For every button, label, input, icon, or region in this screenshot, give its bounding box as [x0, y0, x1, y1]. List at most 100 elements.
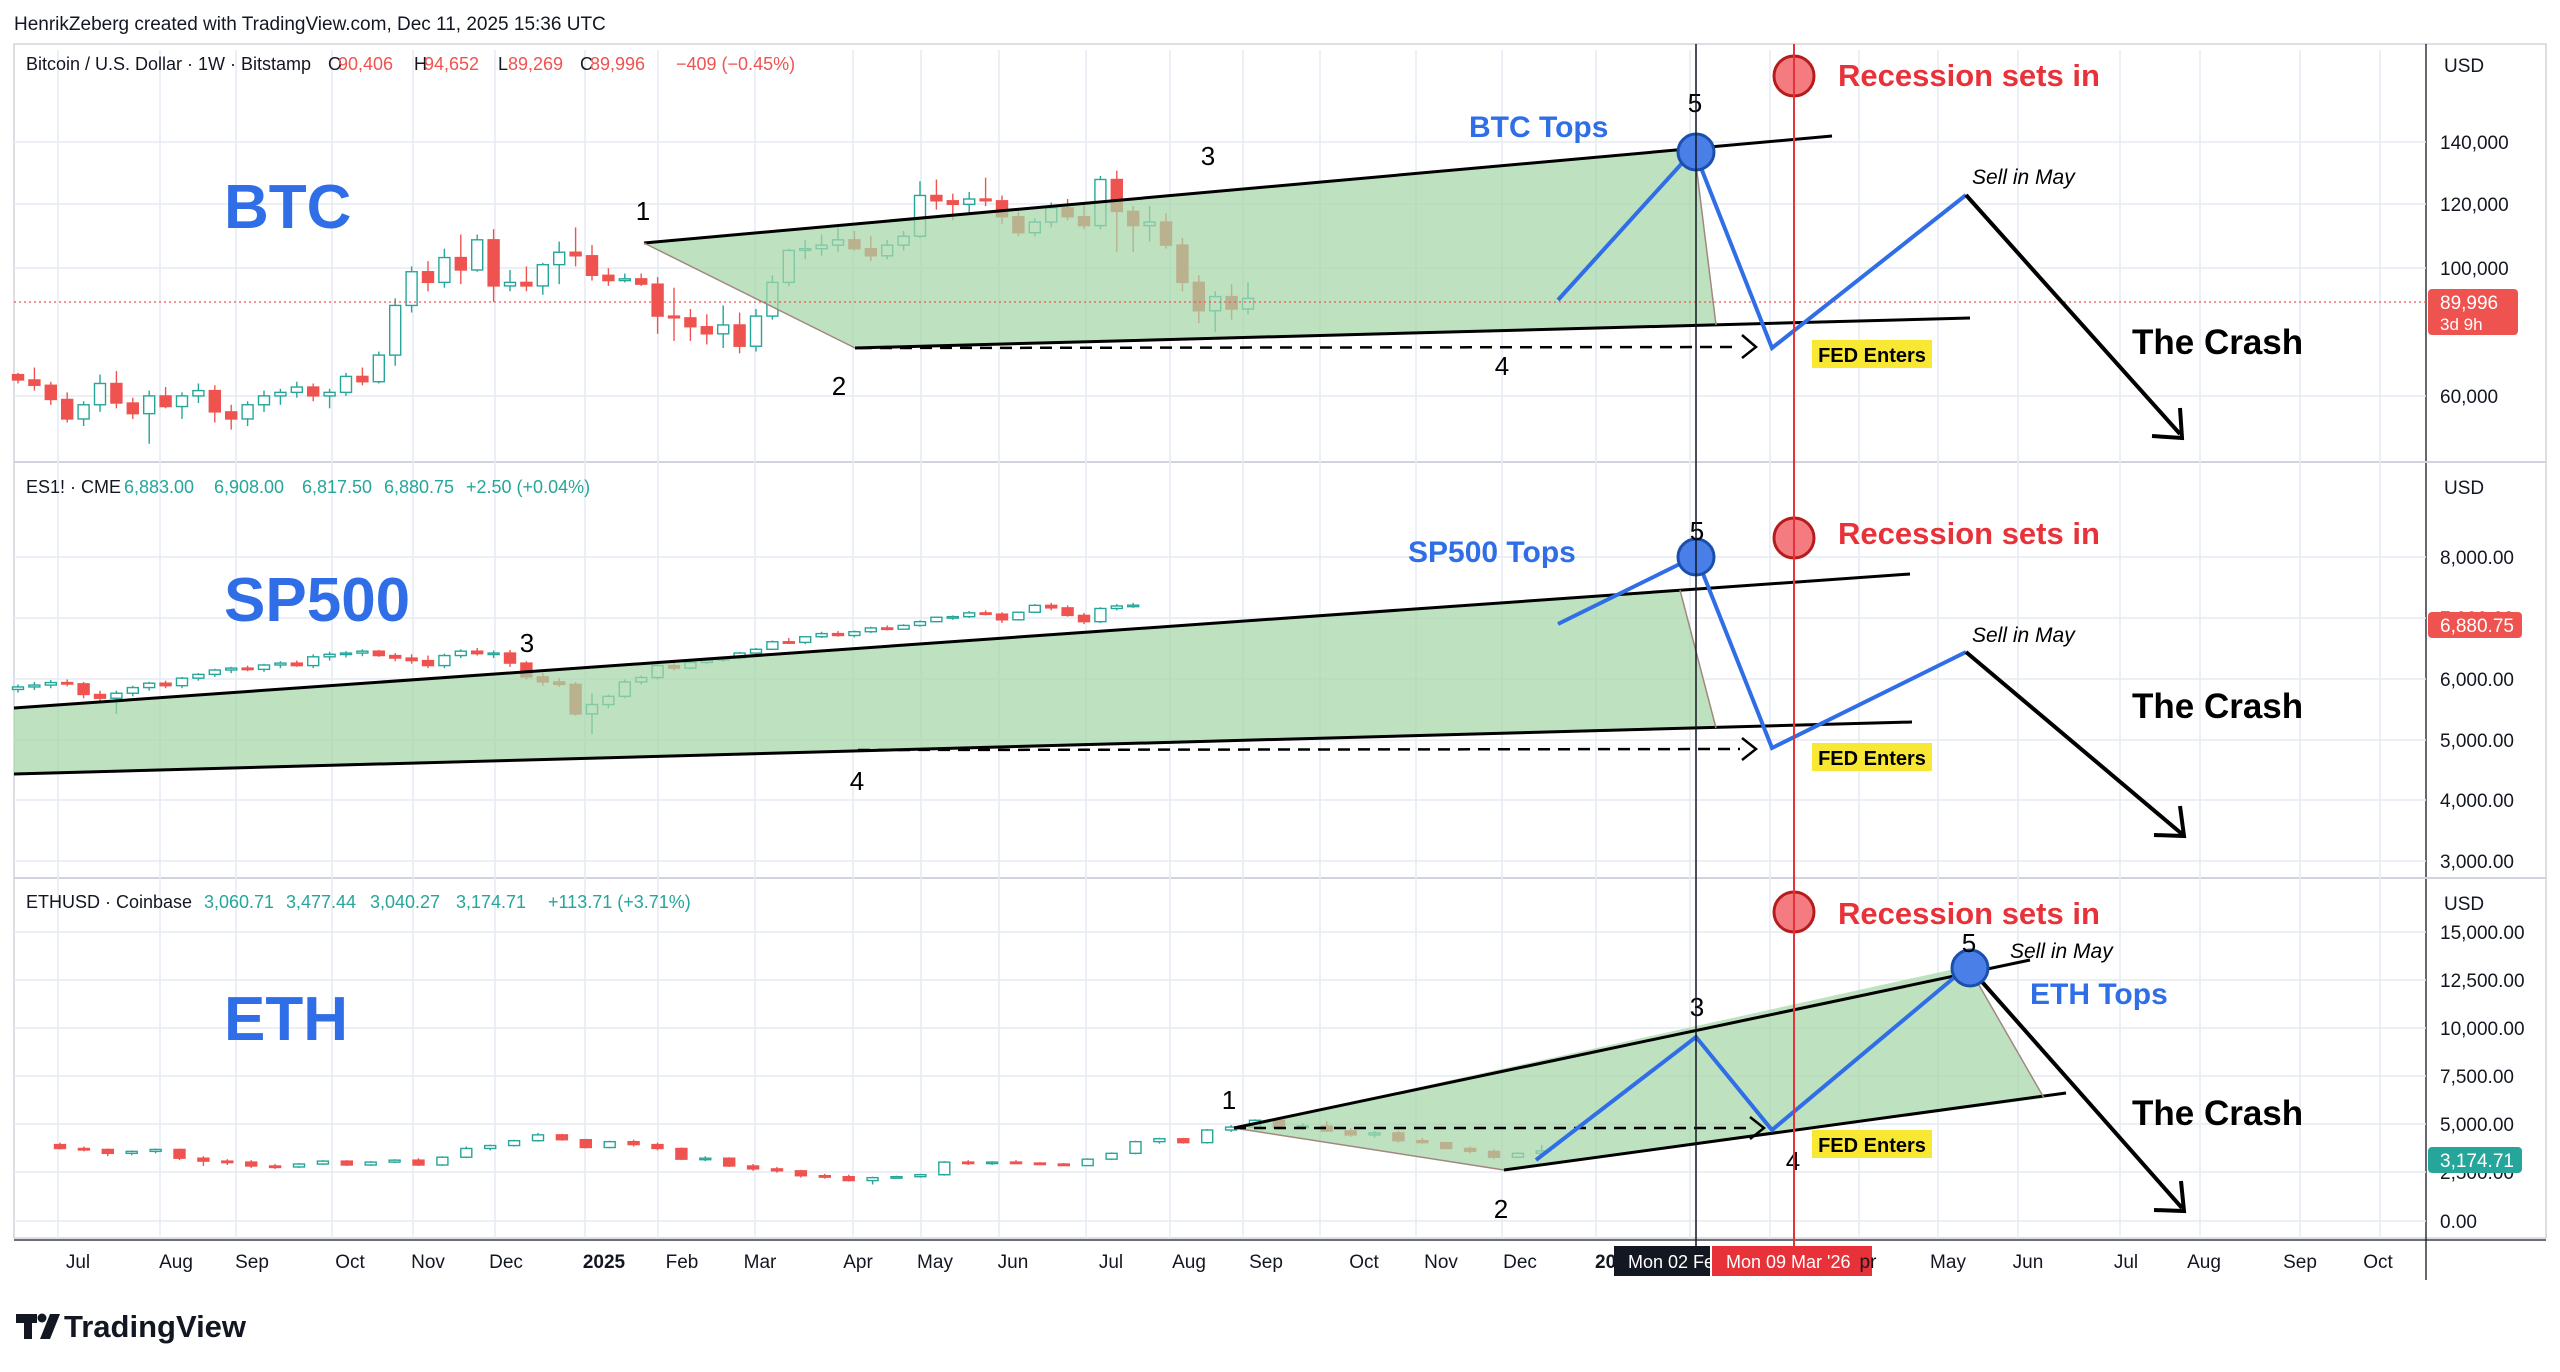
- candle: [766, 641, 779, 650]
- candle: [28, 684, 41, 688]
- price-tick: 6,000.00: [2440, 670, 2514, 691]
- candle: [372, 650, 385, 657]
- candle: [339, 375, 353, 394]
- time-tick: Dec: [1503, 1252, 1537, 1273]
- channel-left-edge: [643, 242, 856, 349]
- top-marker-circle: [1950, 948, 1990, 988]
- channel-top-line: [13, 572, 1911, 710]
- candle: [1044, 604, 1058, 609]
- price-tick: 12,500.00: [2440, 971, 2525, 992]
- wave-label: 3: [520, 628, 534, 658]
- time-tick: Oct: [335, 1252, 365, 1273]
- wave-label: 1: [636, 196, 650, 226]
- candle: [268, 1165, 282, 1169]
- channel-top-line: [643, 134, 1833, 245]
- candle: [651, 283, 664, 317]
- candle: [77, 404, 90, 420]
- candle: [192, 673, 205, 679]
- recession-label: Recession sets in: [1838, 896, 2100, 931]
- candle: [405, 657, 418, 662]
- candle: [421, 659, 435, 667]
- candle: [866, 1176, 879, 1182]
- candle: [675, 1147, 688, 1160]
- time-tick: Aug: [2187, 1252, 2221, 1273]
- channel-fill: [14, 590, 1716, 774]
- candle: [53, 1143, 67, 1150]
- fed-label: FED Enters: [1818, 1135, 1926, 1157]
- credit-text: HenrikZeberg created with TradingView.co…: [14, 14, 606, 35]
- candle: [618, 278, 631, 282]
- candle: [770, 1168, 784, 1172]
- symbol-title: Bitcoin / U.S. Dollar · 1W · Bitstamp: [26, 54, 311, 74]
- candle: [831, 632, 845, 637]
- candle: [438, 654, 451, 667]
- ohlc-value: 6,817.50: [302, 477, 372, 497]
- wave-label: 3: [1690, 992, 1704, 1022]
- candle: [412, 1159, 425, 1166]
- channel-bottom-line: [1503, 1091, 2067, 1172]
- ohlc-value: 94,652: [424, 54, 479, 74]
- candle: [274, 662, 287, 666]
- panel-btc[interactable]: BTC BTC Tops 1 2 3 4 5 Sell in May The Crash FED …: [11, 54, 2519, 444]
- tradingview-logo[interactable]: TradingView: [16, 1309, 247, 1344]
- candle: [224, 411, 238, 420]
- candle: [520, 281, 533, 287]
- panel-sp500[interactable]: SP500 SP500 Tops 3 4 5 Sell in May The Crash FE…: [11, 477, 2523, 873]
- candle: [372, 354, 385, 383]
- asset-big-label: SP500: [224, 566, 410, 635]
- candle: [290, 386, 303, 394]
- candle: [44, 384, 57, 401]
- candle: [930, 616, 943, 623]
- ohlc-value: 90,406: [338, 54, 393, 74]
- candle: [699, 1157, 712, 1161]
- candle: [579, 1139, 592, 1149]
- fed-label: FED Enters: [1818, 748, 1926, 770]
- wave-label: 2: [832, 371, 846, 401]
- price-tick: 5,000.00: [2440, 1115, 2514, 1136]
- candle: [11, 686, 25, 691]
- candle: [11, 373, 25, 381]
- candle: [487, 652, 500, 656]
- candle: [602, 274, 615, 282]
- candle: [1177, 1138, 1190, 1144]
- candle: [733, 324, 746, 347]
- crash-arrowhead: [2153, 805, 2187, 839]
- last-price-badge: [2428, 1147, 2522, 1173]
- candle: [507, 1139, 521, 1147]
- ohlc-value: L: [498, 54, 508, 74]
- candle: [913, 620, 927, 627]
- candle: [208, 669, 222, 676]
- candle: [61, 398, 74, 420]
- candle: [364, 1161, 377, 1166]
- chart-frames: [13, 43, 2547, 1280]
- wave-label: 1: [1222, 1085, 1236, 1115]
- time-axis[interactable]: Jul Aug Sep Oct Nov Dec 2025 Feb Mar Apr May Jun Jul…: [66, 44, 2394, 1276]
- candle: [257, 664, 271, 671]
- channel-right-edge: [1967, 965, 2045, 1099]
- time-tick: Jun: [998, 1252, 1029, 1273]
- candle: [307, 656, 320, 667]
- candle: [842, 1175, 855, 1182]
- crash-label: The Crash: [2132, 687, 2303, 726]
- time-tick: Oct: [1349, 1252, 1379, 1273]
- candle: [159, 682, 172, 687]
- candle: [799, 636, 812, 644]
- candle: [723, 1157, 736, 1167]
- channel-bottom-line: [854, 316, 1971, 350]
- ohlc-value: 3,060.71: [204, 892, 274, 912]
- wave-label: 4: [1495, 351, 1509, 381]
- candle: [340, 1160, 353, 1166]
- crash-arrow-line: [1966, 964, 2184, 1210]
- candle: [1057, 1163, 1071, 1167]
- time-tick: 20: [1595, 1252, 1616, 1273]
- candle: [125, 1150, 138, 1155]
- candle: [323, 391, 336, 397]
- candle: [930, 194, 943, 202]
- candle: [503, 652, 517, 664]
- fed-badge: [1812, 340, 1932, 368]
- candle: [224, 667, 238, 671]
- price-tick: 15,000.00: [2440, 923, 2525, 944]
- candle: [794, 1170, 808, 1177]
